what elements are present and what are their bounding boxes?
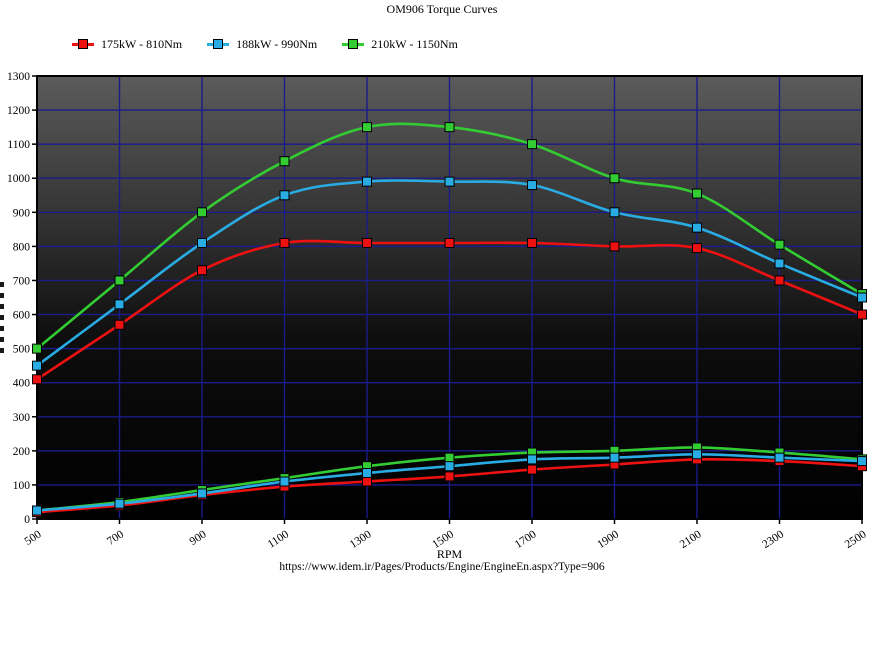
y-tick-label: 300 xyxy=(13,412,31,424)
data-point-marker xyxy=(692,449,702,460)
legend-item-210kw: 210kW - 1150Nm xyxy=(342,37,458,52)
legend-label: 210kW - 1150Nm xyxy=(371,37,458,51)
data-point-marker xyxy=(857,292,867,303)
legend-item-175kw: 175kW - 810Nm xyxy=(72,37,182,52)
data-point-marker xyxy=(362,122,372,133)
data-point-marker xyxy=(197,237,207,248)
data-point-marker xyxy=(114,319,125,330)
source-url-caption: https://www.idem.ir/Pages/Products/Engin… xyxy=(279,561,605,573)
x-tick-label: 700 xyxy=(105,528,126,548)
data-point-marker xyxy=(527,180,537,191)
data-point-marker xyxy=(444,471,455,482)
data-point-marker xyxy=(857,309,867,320)
y-tick-label: 0 xyxy=(24,514,30,526)
y-tick-label: 1200 xyxy=(7,105,30,117)
data-point-marker xyxy=(692,243,702,254)
data-point-marker xyxy=(197,488,207,499)
data-point-marker xyxy=(32,505,42,516)
y-tick-label: 100 xyxy=(13,480,31,492)
legend-label: 175kW - 810Nm xyxy=(101,37,183,51)
y-tick-label: 200 xyxy=(13,446,31,458)
chart-plot-area: 0 100 200 300 400 500 600 700 800 900 1000 1100 1200… xyxy=(7,71,869,551)
data-point-marker xyxy=(609,452,620,463)
y-tick-label: 700 xyxy=(13,275,31,287)
data-point-marker xyxy=(444,461,455,472)
data-point-marker xyxy=(362,176,372,187)
data-point-marker xyxy=(197,265,207,276)
data-point-marker xyxy=(609,241,620,252)
data-point-marker xyxy=(774,258,785,269)
data-point-marker xyxy=(692,188,702,199)
legend-marker-green-icon xyxy=(342,39,365,50)
y-tick-label: 1000 xyxy=(7,173,30,185)
y-axis-title-clipped xyxy=(0,282,4,354)
data-point-marker xyxy=(444,452,455,463)
chart-title: OM906 Torque Curves xyxy=(386,2,498,16)
data-point-marker xyxy=(527,237,537,248)
data-point-marker xyxy=(32,360,42,371)
x-tick-label: 500 xyxy=(23,528,44,548)
data-point-marker xyxy=(362,467,372,478)
data-point-marker xyxy=(279,476,290,487)
data-point-marker xyxy=(774,275,785,286)
legend-item-188kw: 188kW - 990Nm xyxy=(207,37,317,52)
legend-marker-blue-icon xyxy=(207,39,230,50)
data-point-marker xyxy=(692,222,702,233)
data-point-marker xyxy=(609,207,620,218)
y-tick-label: 1300 xyxy=(7,71,30,83)
data-point-marker xyxy=(114,498,125,509)
y-tick-label: 900 xyxy=(13,207,31,219)
data-point-marker xyxy=(609,173,620,184)
data-point-marker xyxy=(114,299,125,310)
data-point-marker xyxy=(279,237,290,248)
data-point-marker xyxy=(114,275,125,286)
y-tick-label: 800 xyxy=(13,241,31,253)
y-tick-label: 1100 xyxy=(7,139,30,151)
data-point-marker xyxy=(362,237,372,248)
data-point-marker xyxy=(444,237,455,248)
legend: 175kW - 810Nm 188kW - 990Nm 210kW - 1150… xyxy=(72,37,458,52)
data-point-marker xyxy=(527,464,537,475)
x-axis-title: RPM xyxy=(436,547,463,561)
x-tick-label: 900 xyxy=(188,528,209,548)
legend-marker-red-icon xyxy=(72,39,94,50)
data-point-marker xyxy=(527,454,537,465)
y-tick-label: 600 xyxy=(13,310,31,322)
data-point-marker xyxy=(279,190,290,201)
data-point-marker xyxy=(774,239,785,250)
data-point-marker xyxy=(774,452,785,463)
data-point-marker xyxy=(857,456,867,467)
data-point-marker xyxy=(32,374,42,385)
data-point-marker xyxy=(362,476,372,487)
y-tick-label: 500 xyxy=(13,344,31,356)
legend-label: 188kW - 990Nm xyxy=(236,37,318,51)
data-point-marker xyxy=(32,343,42,354)
data-point-marker xyxy=(527,139,537,150)
data-point-marker xyxy=(444,122,455,133)
data-point-marker xyxy=(279,156,290,167)
y-tick-label: 400 xyxy=(13,378,31,390)
data-point-marker xyxy=(444,176,455,187)
data-point-marker xyxy=(197,207,207,218)
